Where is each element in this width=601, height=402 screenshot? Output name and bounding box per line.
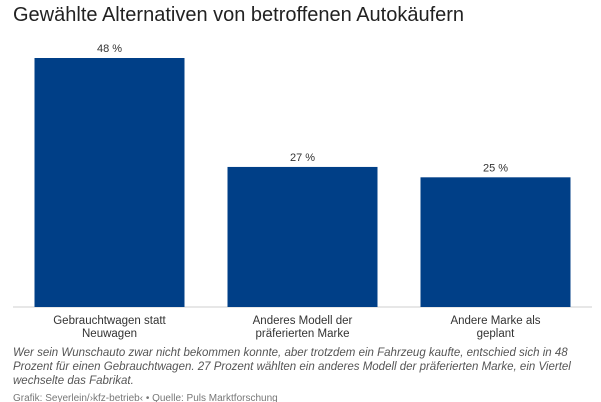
- category-label-1-line-2: Neuwagen: [82, 328, 137, 340]
- category-label-1-line-1: Gebrauchtwagen statt: [53, 315, 166, 327]
- bar-value-label-3: 25 %: [483, 162, 508, 174]
- chart-title: Gewählte Alternativen von betroffenen Au…: [13, 4, 465, 26]
- category-label-2-line-2: präferierten Marke: [256, 328, 350, 340]
- bar-value-label-2: 27 %: [290, 152, 315, 164]
- category-label-3-line-2: geplant: [477, 328, 516, 340]
- category-label-2-line-1: Anderes Modell der: [253, 315, 353, 327]
- chart-note: Wer sein Wunschauto zwar nicht bekommen …: [13, 347, 571, 387]
- chart-source: Grafik: Seyerlein/›kfz-betrieb‹ • Quelle…: [13, 393, 278, 402]
- category-label-3-line-1: Andere Marke als: [450, 315, 540, 327]
- bar-2: [227, 166, 378, 307]
- bar-3: [420, 177, 571, 307]
- bar-value-label-1: 48 %: [97, 43, 122, 55]
- bar-1: [34, 58, 185, 307]
